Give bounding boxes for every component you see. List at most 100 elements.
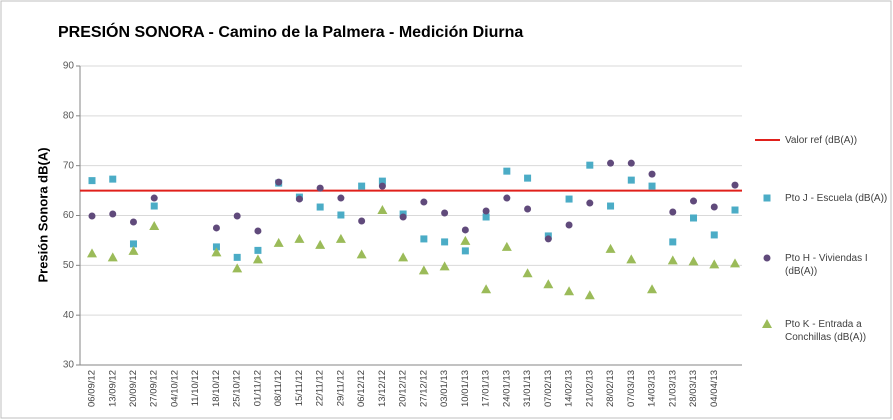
x-tick-label: 20/09/12: [128, 370, 139, 407]
x-tick-label: 15/11/12: [294, 370, 305, 406]
marker: [337, 211, 345, 219]
marker: [377, 205, 388, 215]
x-tick-label: 04/10/12: [169, 370, 180, 407]
chart-title: PRESIÓN SONORA - Camino de la Palmera - …: [58, 22, 523, 41]
marker: [461, 247, 469, 255]
marker: [129, 240, 137, 248]
marker: [87, 248, 97, 258]
y-tick-label: 70: [63, 160, 75, 171]
marker: [356, 249, 367, 259]
marker: [150, 202, 158, 210]
marker: [482, 207, 490, 215]
x-tick-label: 22/11/12: [315, 370, 326, 406]
marker: [150, 194, 158, 202]
x-tick-label: 08/11/12: [273, 370, 284, 406]
x-tick-label: 27/12/12: [418, 370, 429, 407]
marker: [109, 210, 117, 218]
marker: [378, 182, 386, 190]
marker: [316, 203, 324, 211]
marker: [441, 209, 449, 217]
x-tick-label: 13/09/12: [107, 370, 118, 407]
marker: [233, 212, 241, 220]
y-tick-label: 90: [63, 61, 75, 72]
y-axis-label: Presión Sonora dB(A): [35, 147, 50, 282]
y-tick-label: 50: [63, 260, 75, 271]
x-tick-label: 17/01/13: [481, 370, 492, 407]
marker: [586, 161, 594, 169]
marker: [731, 181, 739, 189]
x-tick-label: 13/12/12: [377, 370, 388, 407]
marker: [378, 177, 386, 185]
x-tick-label: 03/01/13: [439, 370, 450, 407]
marker: [273, 237, 284, 247]
legend-swatch: [762, 319, 772, 328]
marker: [233, 253, 241, 261]
marker: [503, 167, 511, 175]
x-tick-label: 31/01/13: [522, 370, 533, 407]
marker: [481, 284, 492, 294]
marker: [730, 258, 740, 268]
legend-swatch: [763, 254, 771, 262]
y-tick-label: 80: [63, 110, 75, 121]
x-tick-label: 06/12/12: [356, 370, 367, 407]
marker: [669, 208, 677, 216]
marker: [565, 221, 573, 229]
marker: [690, 214, 698, 222]
marker: [398, 252, 409, 262]
marker: [315, 239, 326, 249]
x-tick-label: 20/12/12: [398, 370, 409, 407]
y-tick-label: 60: [63, 210, 75, 221]
marker: [460, 235, 471, 245]
marker: [648, 170, 656, 178]
marker: [565, 195, 573, 203]
marker: [731, 206, 739, 214]
marker: [149, 220, 160, 230]
x-tick-label: 29/11/12: [335, 370, 346, 406]
marker: [254, 246, 262, 254]
marker: [420, 235, 428, 243]
legend-label: Valor ref (dB(A)): [785, 134, 858, 146]
marker: [627, 176, 635, 184]
marker: [294, 233, 305, 243]
marker: [254, 227, 262, 235]
marker: [337, 194, 345, 202]
marker: [129, 218, 137, 226]
x-tick-label: 14/03/13: [647, 370, 658, 407]
marker: [358, 182, 366, 190]
x-tick-label: 06/09/12: [87, 370, 98, 407]
marker: [607, 202, 615, 210]
marker: [564, 286, 575, 296]
legend-label: Pto H - Viviendas I (dB(A)): [785, 252, 868, 277]
marker: [418, 265, 429, 275]
x-tick-label: 07/03/13: [626, 370, 637, 407]
marker: [212, 224, 220, 232]
marker: [316, 184, 324, 192]
marker: [709, 259, 720, 269]
marker: [586, 199, 594, 207]
x-tick-label: 24/01/13: [501, 370, 512, 407]
x-tick-label: 18/10/12: [211, 370, 222, 407]
y-tick-label: 30: [63, 360, 75, 371]
x-tick-label: 04/04/13: [709, 370, 720, 407]
marker: [669, 238, 677, 246]
marker: [358, 217, 366, 225]
marker: [710, 203, 718, 211]
marker: [420, 198, 428, 206]
marker: [461, 226, 469, 234]
x-tick-label: 28/02/13: [605, 370, 616, 407]
marker: [543, 279, 554, 289]
marker: [605, 243, 616, 253]
legend-label: Pto K - Entrada a Conchillas (dB(A)): [785, 318, 867, 343]
marker: [584, 290, 595, 300]
marker: [524, 205, 532, 213]
marker: [88, 212, 96, 220]
marker: [109, 175, 117, 183]
x-tick-label: 07/02/13: [543, 370, 554, 407]
marker: [667, 255, 678, 265]
x-tick-label: 10/01/13: [460, 370, 471, 407]
marker: [522, 268, 533, 278]
x-tick-label: 11/10/12: [190, 370, 201, 406]
